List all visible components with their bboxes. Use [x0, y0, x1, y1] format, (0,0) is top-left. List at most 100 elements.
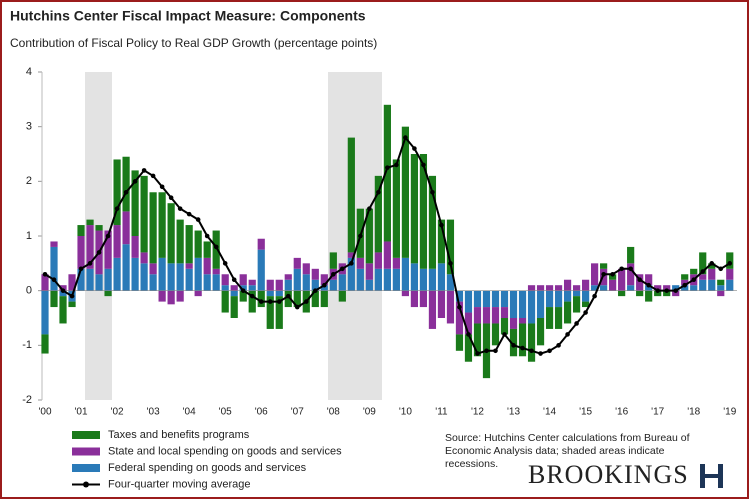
line-marker [313, 288, 318, 293]
line-marker [51, 277, 57, 283]
bar [672, 290, 680, 297]
x-tick-label: '16 [615, 407, 628, 418]
x-tick-label: '10 [399, 407, 412, 418]
bar [609, 274, 617, 280]
line-marker [159, 184, 165, 190]
line-marker [340, 266, 345, 272]
line-marker [709, 261, 715, 266]
bar [563, 301, 572, 324]
line-marker [637, 277, 642, 283]
bar [122, 244, 130, 291]
bar [654, 290, 662, 297]
x-tick-label: '09 [363, 407, 376, 418]
bar [654, 285, 662, 291]
bar [347, 257, 355, 291]
legend-swatch [72, 447, 100, 456]
line-marker [412, 146, 417, 151]
line-marker [574, 321, 579, 326]
line-marker [303, 299, 309, 304]
bar [437, 219, 446, 264]
line-marker [520, 345, 525, 351]
line-marker [619, 266, 624, 272]
bar [68, 274, 76, 291]
line-marker [529, 348, 534, 354]
bar [464, 312, 473, 335]
bar [176, 263, 184, 291]
x-tick-label: '19 [723, 407, 736, 418]
x-tick-label: '14 [543, 407, 556, 418]
bar [329, 252, 337, 269]
line-marker [60, 288, 66, 293]
bar [717, 285, 725, 291]
bar [554, 307, 563, 329]
bar [699, 274, 707, 280]
bar [77, 236, 85, 269]
bar [302, 274, 310, 291]
bar [365, 279, 373, 291]
bar [618, 290, 626, 297]
line-marker [646, 282, 651, 288]
y-tick-label: -1 [22, 339, 32, 351]
bar [95, 274, 103, 291]
bar [275, 296, 283, 329]
bar [392, 268, 400, 291]
bar [726, 279, 734, 291]
bar [699, 279, 707, 291]
bar [284, 279, 292, 291]
chart-title: Hutchins Center Fiscal Impact Measure: C… [10, 8, 366, 24]
line-marker [538, 351, 543, 356]
line-marker [267, 299, 273, 304]
bar [545, 307, 554, 329]
bar [491, 307, 500, 324]
line-marker [466, 332, 471, 337]
line-marker [484, 348, 489, 354]
line-marker [628, 266, 633, 272]
bar [194, 257, 202, 291]
brand: BROOKINGS [528, 460, 689, 489]
line-marker [547, 348, 552, 354]
bar [365, 263, 373, 280]
bar [113, 225, 121, 258]
bar [663, 290, 671, 297]
bar [663, 285, 671, 291]
bar [582, 290, 590, 302]
line-marker [114, 206, 120, 211]
bar [509, 328, 518, 357]
line-marker [448, 261, 453, 266]
bar [212, 230, 220, 269]
bar [140, 175, 148, 253]
bar [365, 208, 373, 264]
bar [410, 154, 419, 264]
bar [582, 301, 590, 308]
bar [518, 323, 527, 357]
bar [167, 290, 175, 305]
bar [266, 290, 274, 297]
line-marker [204, 233, 210, 239]
bar [194, 230, 202, 258]
bar [455, 290, 464, 302]
y-tick-label: -2 [22, 394, 32, 406]
source-note: Source: Hutchins Center calculations fro… [445, 432, 690, 470]
bar [491, 323, 500, 346]
line-marker [664, 288, 669, 293]
bar [392, 159, 400, 258]
line-marker [673, 288, 678, 293]
bar [77, 225, 85, 236]
bar [437, 290, 446, 318]
bar [446, 290, 455, 324]
bar [527, 290, 536, 324]
line-marker [394, 162, 399, 168]
line-marker [150, 173, 156, 179]
bar [59, 296, 67, 324]
bar [158, 290, 166, 302]
line-marker [249, 293, 255, 299]
bar [572, 285, 581, 291]
legend-swatch [72, 431, 100, 439]
bar [293, 257, 301, 269]
bar [627, 246, 635, 264]
bar [338, 290, 346, 302]
line-marker [123, 189, 129, 195]
bar [266, 296, 274, 329]
x-tick-label: '00 [38, 407, 51, 418]
